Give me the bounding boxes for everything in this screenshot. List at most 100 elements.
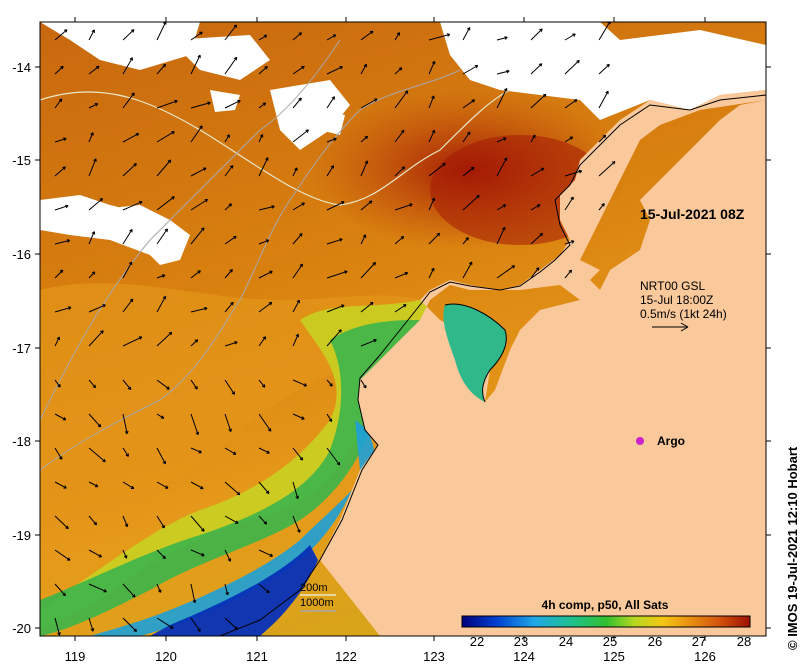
- current-arrow: [292, 515, 301, 533]
- current-arrow: [496, 36, 508, 41]
- current-arrow: [258, 413, 272, 432]
- current-arrow-head: [431, 129, 435, 133]
- current-arrow: [88, 103, 99, 109]
- current-arrow: [156, 296, 167, 313]
- current-arrow-head: [431, 267, 435, 271]
- current-arrow: [122, 336, 143, 347]
- contour-1000m: [40, 69, 461, 471]
- imos-credit: © IMOS 19-Jul-2021 12:10 Hobart: [785, 446, 800, 650]
- current-arrow-head: [197, 270, 201, 272]
- current-arrow: [122, 583, 136, 598]
- current-arrow: [190, 167, 207, 177]
- current-arrow-head: [576, 59, 580, 62]
- current-arrow: [54, 29, 68, 41]
- current-arrow-head: [64, 485, 67, 489]
- current-arrow: [258, 34, 268, 41]
- current-arrow: [224, 24, 237, 41]
- current-arrow-head: [234, 341, 238, 343]
- current-arrow-head: [133, 594, 136, 598]
- current-arrow: [428, 95, 435, 109]
- current-arrow: [496, 137, 507, 143]
- current-arrow: [564, 196, 574, 211]
- current-arrow-head: [259, 134, 263, 137]
- current-arrow-head: [535, 267, 540, 270]
- current-arrow: [88, 65, 100, 75]
- plot-frame: [39, 21, 767, 637]
- current-arrow: [190, 307, 208, 313]
- current-arrow: [564, 240, 575, 245]
- argo-marker: [636, 437, 644, 445]
- current-arrow: [258, 379, 266, 388]
- current-arrow-head: [226, 134, 230, 137]
- current-arrow-head: [58, 98, 62, 101]
- current-arrow: [88, 304, 106, 313]
- colorbar-tick-label: 24: [559, 634, 573, 649]
- current-arrow-head: [99, 423, 102, 428]
- current-arrow-head: [66, 525, 69, 529]
- current-arrow: [360, 302, 374, 313]
- current-arrow: [258, 481, 270, 494]
- y-tick-label: -16: [12, 247, 31, 262]
- current-arrow: [428, 129, 435, 143]
- king-sound-coast: [444, 303, 507, 403]
- current-arrow: [190, 199, 208, 211]
- current-arrow-head: [532, 134, 536, 138]
- current-arrow-head: [504, 87, 507, 91]
- current-arrow: [326, 66, 343, 75]
- current-arrow: [88, 132, 94, 143]
- current-arrow: [292, 333, 299, 347]
- sst-band-cyan: [90, 420, 375, 636]
- current-arrow: [122, 298, 134, 313]
- current-arrow: [156, 100, 178, 109]
- current-arrow-head: [91, 231, 95, 234]
- current-arrow-head: [199, 125, 203, 128]
- current-arrow: [190, 481, 204, 490]
- current-arrow-head: [538, 63, 542, 65]
- current-arrow: [292, 379, 307, 387]
- current-arrow: [190, 413, 199, 435]
- current-arrow-head: [542, 93, 547, 96]
- current-arrow: [326, 304, 345, 313]
- current-arrow-head: [301, 457, 304, 461]
- current-arrow: [394, 236, 405, 245]
- current-arrow: [122, 201, 143, 211]
- current-arrow: [326, 270, 348, 279]
- current-arrow-head: [611, 161, 616, 163]
- current-arrow-head: [265, 157, 269, 160]
- current-arrow: [190, 31, 203, 41]
- y-axis: -14 -15 -16 -17 -18 -19 -20: [12, 60, 771, 636]
- colorbar-tick-label: 28: [737, 634, 751, 649]
- current-arrow: [292, 481, 299, 499]
- current-arrow-head: [468, 261, 473, 265]
- current-arrow-head: [94, 384, 97, 388]
- current-arrow-head: [363, 63, 367, 67]
- current-arrow-head: [364, 135, 368, 138]
- current-arrow: [564, 33, 576, 41]
- current-arrow-head: [539, 28, 543, 31]
- current-arrow: [190, 54, 201, 75]
- current-arrow: [394, 166, 405, 177]
- current-arrow: [156, 447, 166, 465]
- current-arrow: [156, 515, 165, 529]
- current-arrow-head: [368, 200, 373, 202]
- current-arrow: [54, 269, 64, 279]
- current-arrow: [224, 413, 232, 432]
- current-arrow: [88, 29, 95, 41]
- current-arrow-head: [197, 54, 201, 58]
- current-arrow: [122, 549, 128, 559]
- current-arrow: [428, 232, 440, 245]
- current-arrow: [360, 160, 368, 177]
- current-arrow: [462, 166, 475, 177]
- current-arrow-head: [570, 196, 574, 199]
- current-arrow: [258, 134, 264, 143]
- current-arrow-head: [92, 628, 95, 632]
- current-arrow: [224, 57, 238, 75]
- current-arrow: [258, 270, 273, 279]
- colorbar-tick-label: 25: [603, 634, 617, 649]
- current-arrow: [462, 261, 473, 279]
- current-arrow: [224, 203, 232, 211]
- current-arrow: [258, 447, 270, 454]
- current-arrow-head: [171, 625, 174, 629]
- current-arrow: [122, 261, 133, 279]
